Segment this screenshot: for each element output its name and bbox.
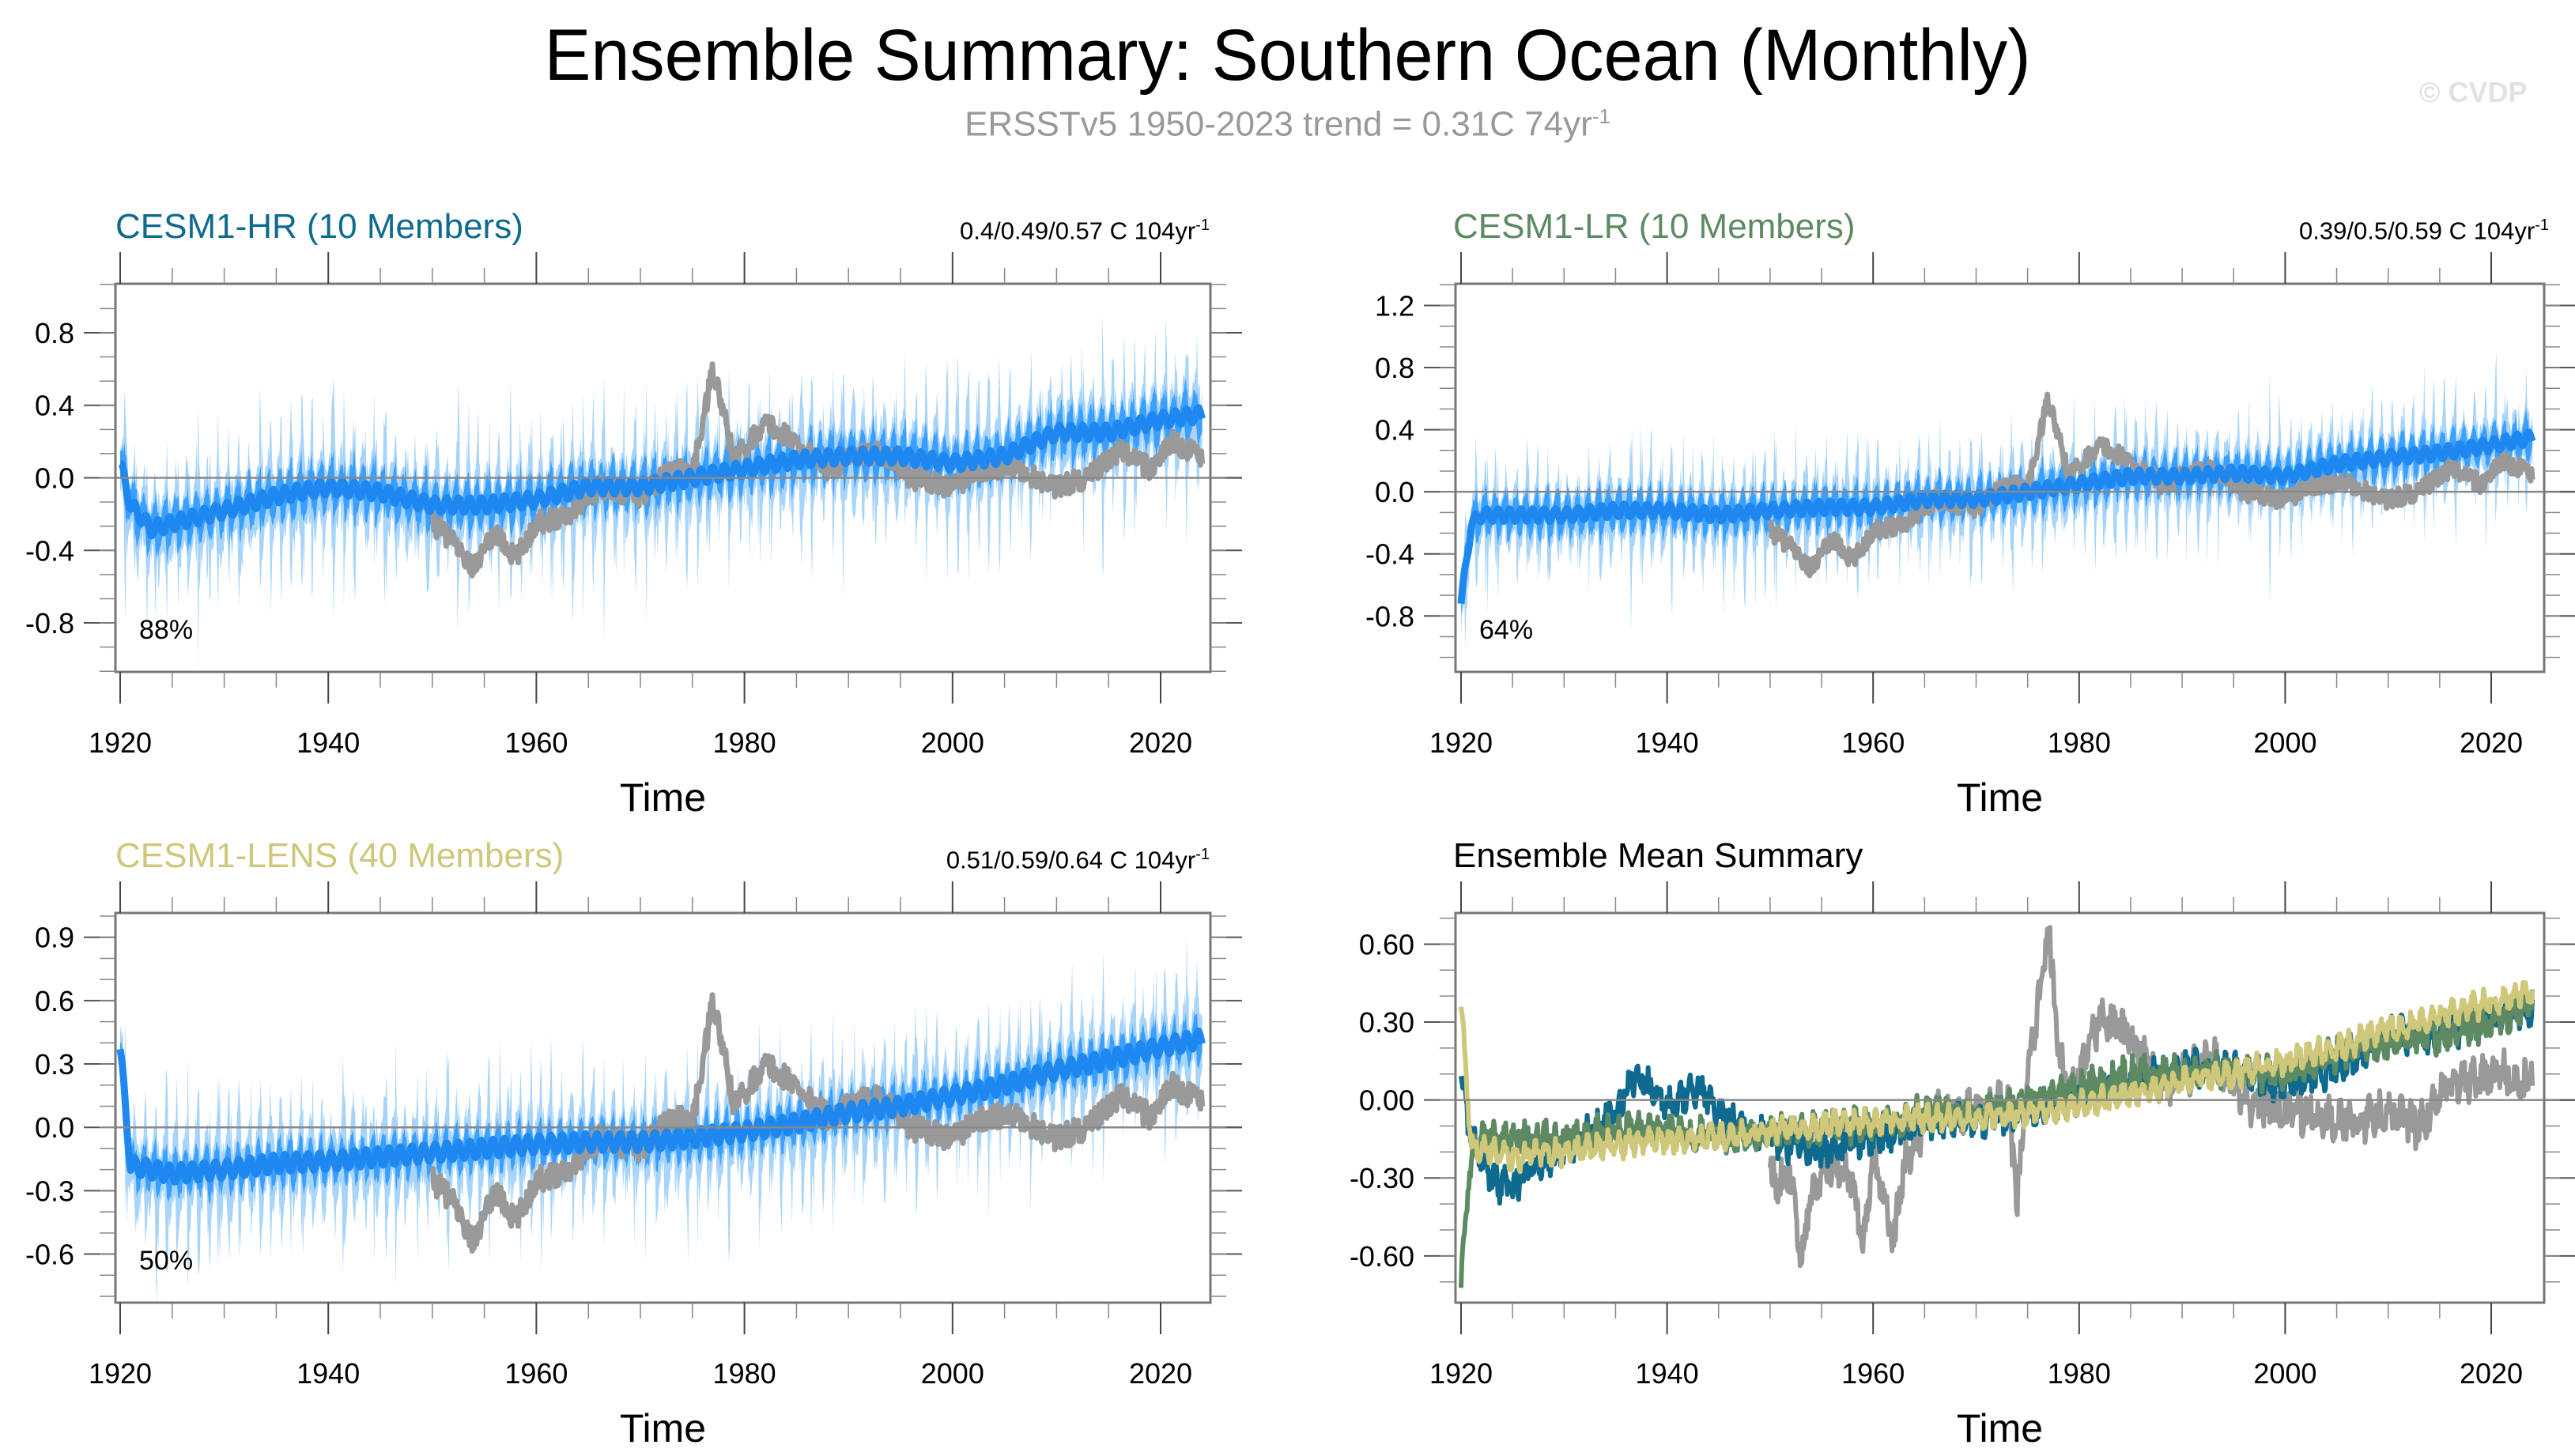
- panel-hr: -0.8 -0.4 0.0 0.4 0.8 1920 1940 1960 1980 2000 202…: [25, 252, 1242, 820]
- y-tick-label: 1.2: [1375, 289, 1414, 322]
- ensemble-mean-line: [1457, 428, 2536, 605]
- y-tick-label: 0.0: [35, 462, 74, 495]
- trend-exponent: -1: [1195, 217, 1210, 234]
- x-tick-label: 2000: [921, 726, 984, 759]
- y-tick-label: -0.6: [25, 1239, 74, 1271]
- x-tick-label: 1940: [1636, 726, 1699, 759]
- x-axis-label: Time: [620, 775, 706, 820]
- trend-text: 0.39/0.5/0.59 C 104yr: [2299, 217, 2535, 245]
- plot-area: [117, 315, 1206, 666]
- plot-area: [1459, 925, 2535, 1288]
- y-tick-label: 0.4: [1375, 414, 1414, 447]
- panel-lr: -0.8 -0.4 0.0 0.4 0.8 1.2 1920 1940 1960 1980 2000…: [1365, 252, 2575, 820]
- copyright-watermark: © CVDP: [2419, 76, 2528, 108]
- trend-text: 0.51/0.59/0.64 C 104yr: [946, 846, 1196, 874]
- series-line-cesm1-lens: [1459, 979, 2535, 1175]
- x-tick-label: 2020: [1129, 1357, 1192, 1390]
- plot-area: [1457, 350, 2536, 649]
- plot-frame: [114, 911, 1212, 1304]
- panel-title-lr: CESM1-LR (10 Members): [1453, 207, 1856, 246]
- panel-title-summary: Ensemble Mean Summary: [1453, 836, 1863, 875]
- trend-text: 0.4/0.49/0.57 C 104yr: [960, 217, 1196, 245]
- panel-summary: -0.60 -0.30 0.00 0.30 0.60 1920 1940 1960 1980 20…: [1350, 881, 2575, 1450]
- panel-title-hr: CESM1-HR (10 Members): [115, 207, 523, 246]
- x-tick-label: 1940: [296, 726, 360, 759]
- x-tick-label: 2000: [2253, 726, 2316, 759]
- y-tick-label: 0.30: [1359, 1006, 1414, 1039]
- x-tick-label: 1920: [1429, 726, 1493, 759]
- x-tick-label: 1960: [1841, 726, 1905, 759]
- trend-exponent: -1: [2535, 217, 2549, 234]
- x-tick-label: 1960: [1841, 1357, 1905, 1390]
- x-tick-label: 2020: [1129, 726, 1192, 759]
- percent-label: 64%: [1479, 615, 1533, 645]
- y-tick-label: -0.8: [1365, 600, 1414, 632]
- plot-frame: [1454, 911, 2546, 1304]
- y-tick-label: -0.4: [25, 534, 74, 567]
- x-tick-label: 1920: [89, 726, 152, 759]
- panel-trend-lr: 0.39/0.5/0.59 C 104yr-1: [2299, 217, 2549, 245]
- ensemble-mean-line: [117, 404, 1206, 539]
- y-tick-label: 0.3: [35, 1048, 74, 1081]
- y-tick-label: 0.0: [1375, 476, 1414, 508]
- x-axis-label: Time: [1957, 1406, 2043, 1450]
- x-tick-label: 2000: [2253, 1357, 2316, 1390]
- x-tick-label: 1920: [1429, 1357, 1493, 1390]
- x-tick-label: 2000: [921, 1357, 984, 1390]
- x-tick-label: 1980: [2048, 1357, 2111, 1390]
- y-tick-label: 0.60: [1359, 928, 1414, 960]
- subtitle: ERSSTv5 1950-2023 trend = 0.31C 74yr-1: [0, 104, 2575, 145]
- subtitle-exponent: -1: [1591, 104, 1610, 128]
- x-tick-label: 1980: [713, 1357, 776, 1390]
- panel-trend-hr: 0.4/0.49/0.57 C 104yr-1: [960, 217, 1210, 245]
- x-tick-label: 1940: [296, 1357, 360, 1390]
- percent-label: 50%: [139, 1246, 193, 1276]
- panel-trend-lens: 0.51/0.59/0.64 C 104yr-1: [946, 846, 1210, 874]
- plot-area: [116, 932, 1206, 1303]
- x-tick-label: 1980: [713, 726, 776, 759]
- plot-frame: [1454, 282, 2546, 673]
- y-tick-label: -0.60: [1350, 1240, 1414, 1273]
- x-tick-label: 1960: [504, 1357, 568, 1390]
- percent-label: 88%: [139, 615, 193, 645]
- x-axis-label: Time: [620, 1406, 706, 1450]
- trend-exponent: -1: [1195, 846, 1210, 863]
- y-tick-label: -0.3: [25, 1175, 74, 1207]
- y-tick-label: 0.9: [35, 922, 74, 954]
- panel-lens: -0.6 -0.3 0.0 0.3 0.6 0.9 1920 1940 1960 1980 2000…: [25, 881, 1242, 1450]
- y-tick-label: -0.8: [25, 607, 74, 639]
- y-tick-label: 0.4: [35, 390, 74, 422]
- panel-title-lens: CESM1-LENS (40 Members): [115, 836, 564, 875]
- x-tick-label: 1920: [89, 1357, 152, 1390]
- page-title: Ensemble Summary: Southern Ocean (Monthl…: [544, 15, 2031, 96]
- y-tick-label: 0.8: [35, 317, 74, 349]
- subtitle-text: ERSSTv5 1950-2023 trend = 0.31C 74yr: [965, 104, 1592, 144]
- x-tick-label: 1980: [2048, 726, 2111, 759]
- y-tick-label: -0.4: [1365, 538, 1414, 571]
- x-tick-label: 2020: [2460, 1357, 2523, 1390]
- y-tick-label: -0.30: [1350, 1162, 1414, 1194]
- ensemble-mean-line: [116, 1028, 1206, 1186]
- y-tick-label: 0.6: [35, 985, 74, 1017]
- x-tick-label: 2020: [2460, 726, 2523, 759]
- y-tick-label: 0.00: [1359, 1084, 1414, 1117]
- x-axis-label: Time: [1957, 775, 2043, 820]
- y-tick-label: 0.0: [35, 1111, 74, 1144]
- x-tick-label: 1940: [1636, 1357, 1699, 1390]
- x-tick-label: 1960: [504, 726, 568, 759]
- obs-line-ersstv5: [429, 361, 1206, 579]
- y-tick-label: 0.8: [1375, 352, 1414, 384]
